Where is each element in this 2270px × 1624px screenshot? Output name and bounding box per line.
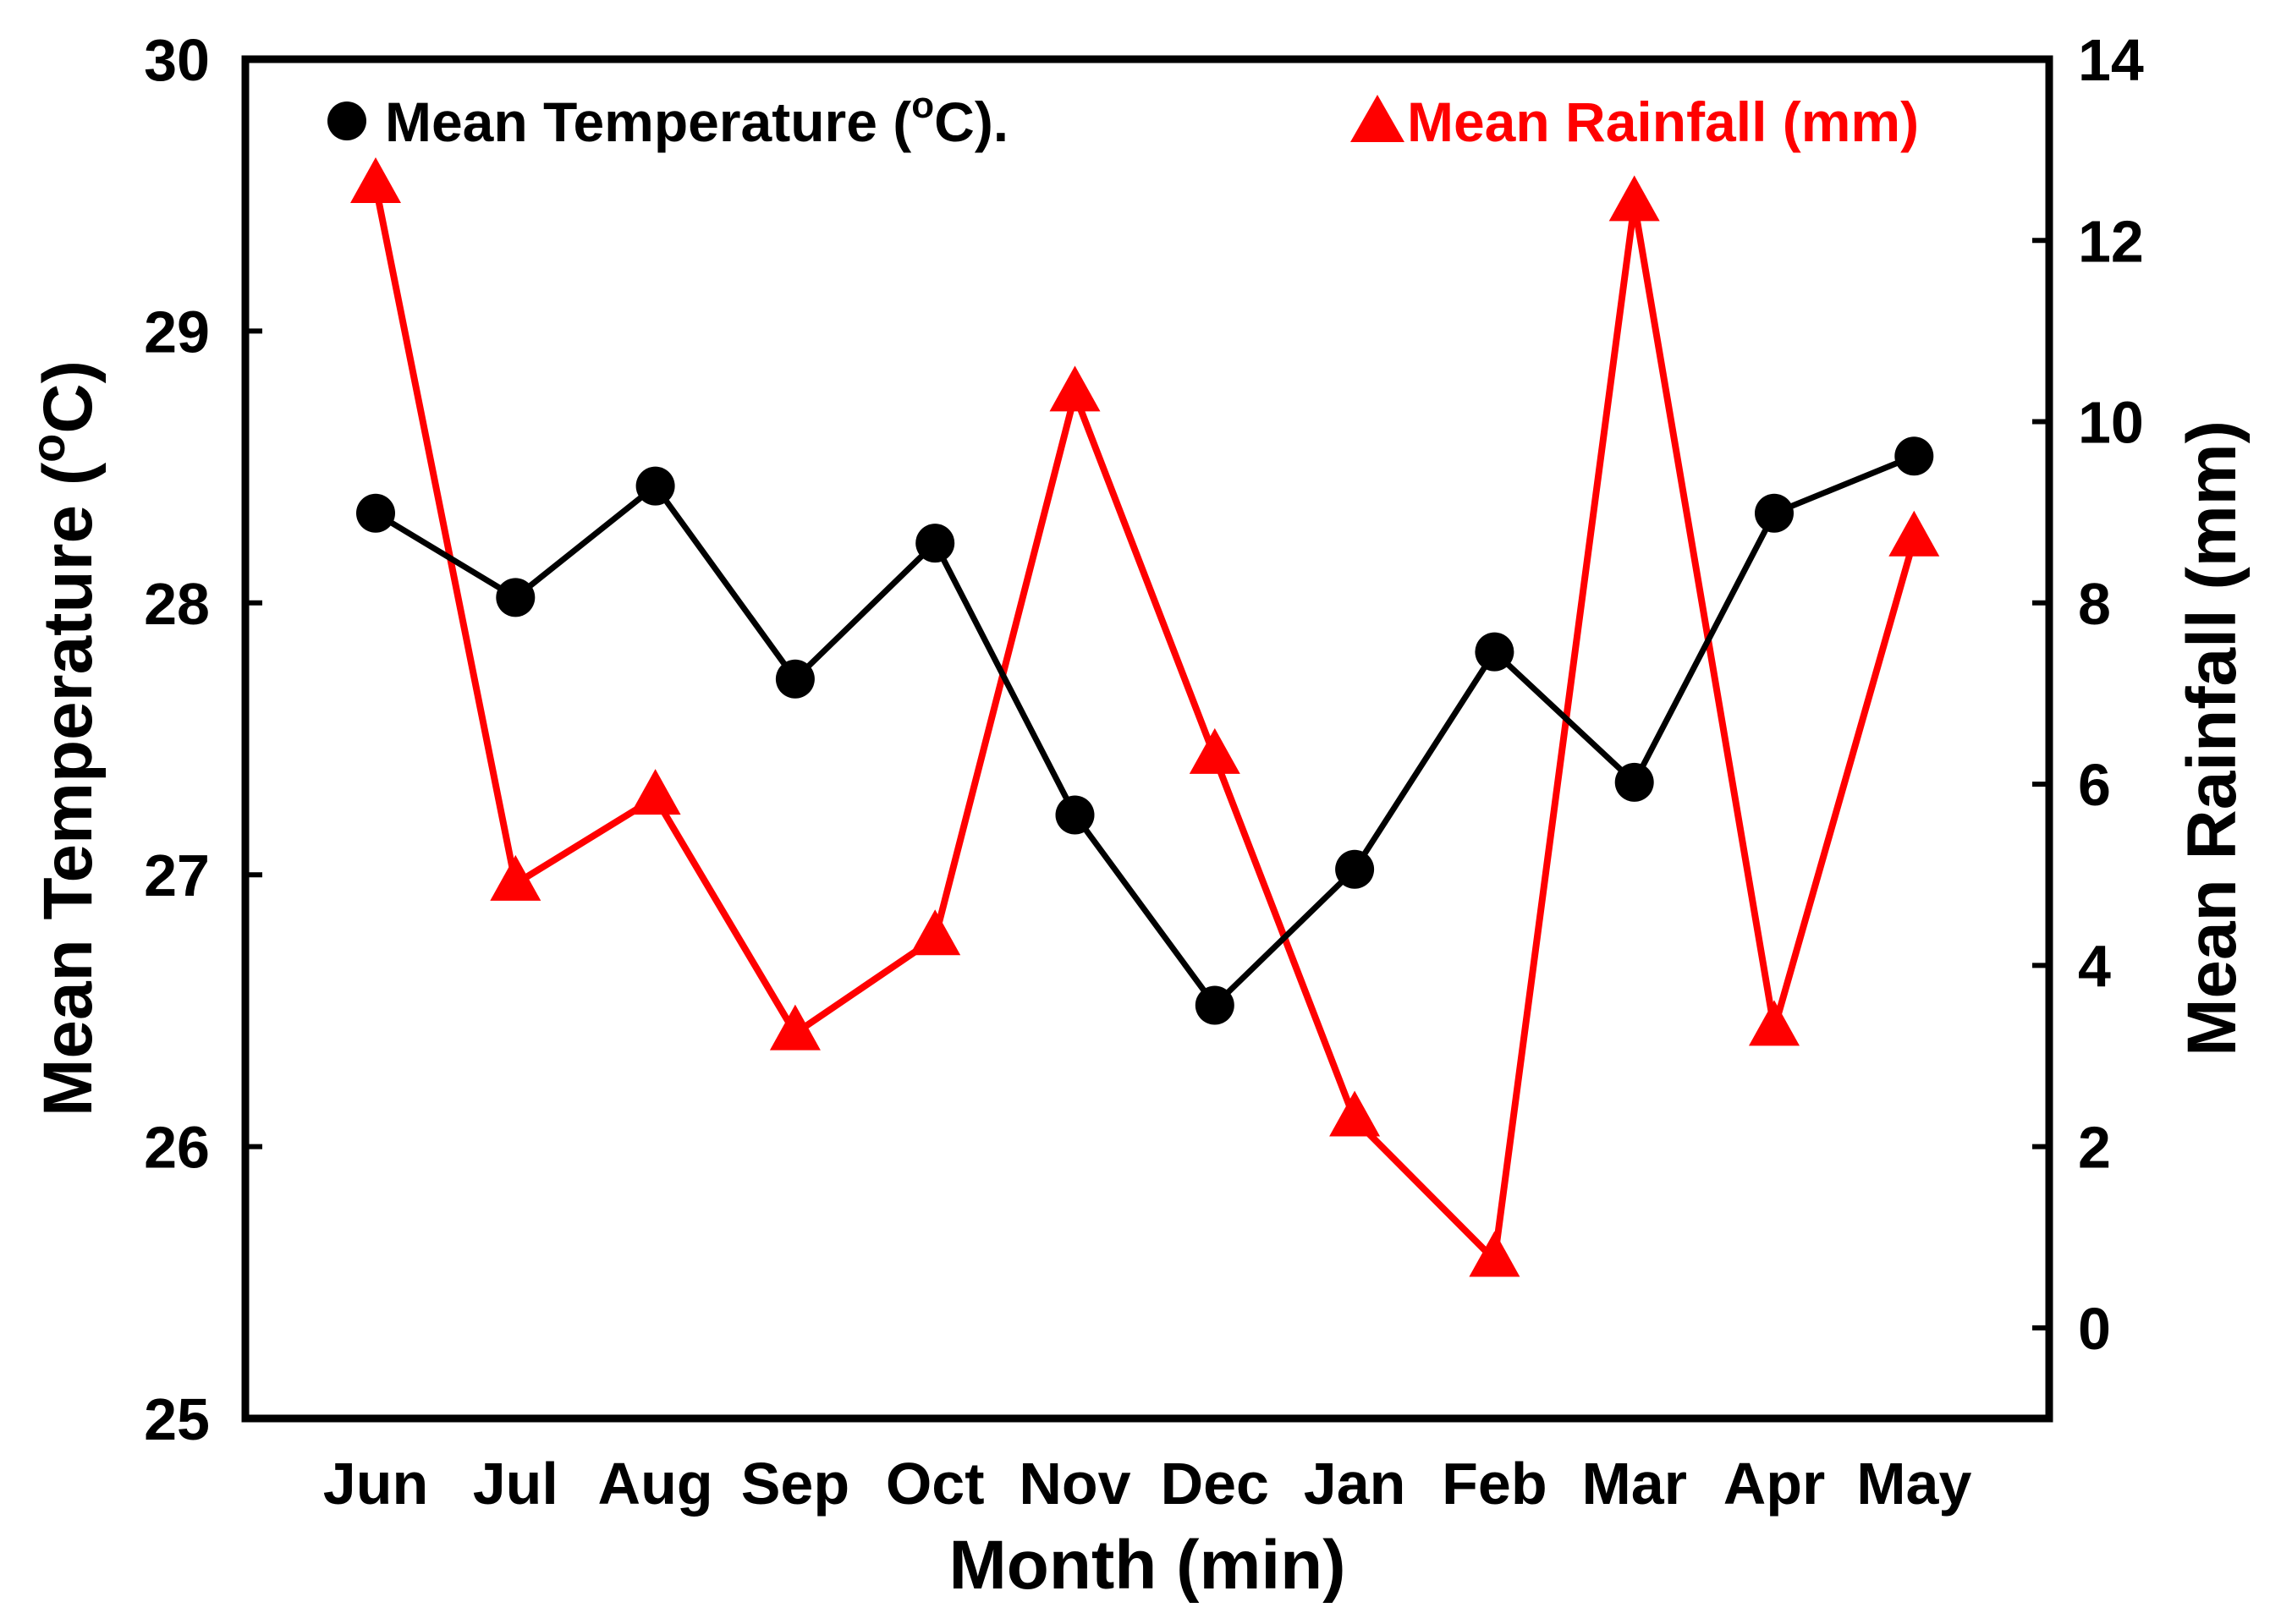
temperature-point bbox=[1335, 849, 1375, 889]
y-axis-title-left: Mean Temperature (oC) bbox=[21, 360, 107, 1116]
x-tick-label: Apr bbox=[1723, 1451, 1826, 1517]
y-left-tick-label: 29 bbox=[144, 299, 210, 365]
rainfall-point bbox=[1049, 365, 1101, 412]
y-right-tick-label: 8 bbox=[2078, 571, 2111, 637]
x-tick-label: Jul bbox=[473, 1451, 558, 1517]
rainfall-point bbox=[910, 909, 961, 956]
temperature-series bbox=[356, 436, 1934, 1025]
y-left-tick-label: 26 bbox=[144, 1115, 210, 1181]
y-left-tick-label: 28 bbox=[144, 571, 210, 637]
left-axis-ticks: 25 26 27 28 29 30 bbox=[144, 27, 262, 1452]
y-right-tick-label: 14 bbox=[2078, 27, 2144, 93]
x-tick-label: Feb bbox=[1442, 1451, 1547, 1517]
y-axis-title-right: Mean Rainfall (mm) bbox=[2174, 420, 2251, 1056]
temperature-point bbox=[775, 659, 815, 699]
rainfall-point bbox=[629, 769, 681, 815]
x-axis-title: Month (min) bbox=[948, 1527, 1345, 1604]
rainfall-point bbox=[350, 156, 401, 203]
rainfall-point bbox=[1469, 1231, 1520, 1277]
rainfall-series bbox=[350, 156, 1940, 1277]
x-tick-label: May bbox=[1856, 1451, 1971, 1517]
rainfall-point bbox=[1189, 727, 1240, 774]
x-tick-label: Mar bbox=[1581, 1451, 1686, 1517]
temperature-point bbox=[1894, 436, 1934, 476]
rainfall-point bbox=[769, 1004, 821, 1051]
rainfall-point bbox=[1749, 1000, 1800, 1046]
legend: Mean Temperature (oC). Mean Rainfall (mm… bbox=[327, 85, 1919, 153]
rainfall-point bbox=[1608, 175, 1660, 222]
rainfall-point bbox=[490, 854, 541, 901]
temperature-point bbox=[356, 493, 395, 533]
y-right-tick-label: 10 bbox=[2078, 390, 2144, 456]
x-tick-label: Aug bbox=[598, 1451, 713, 1517]
y-right-tick-label: 4 bbox=[2078, 933, 2111, 999]
right-axis-ticks: 0 2 4 6 8 10 12 14 bbox=[2032, 27, 2144, 1362]
temperature-point bbox=[1475, 632, 1514, 672]
legend-temperature-label: Mean Temperature (oC). bbox=[385, 85, 1009, 153]
rainfall-point bbox=[1888, 510, 1940, 557]
y-right-tick-label: 0 bbox=[2078, 1296, 2111, 1362]
x-tick-label: Dec bbox=[1161, 1451, 1269, 1517]
y-left-tick-label: 25 bbox=[144, 1386, 210, 1452]
temperature-point bbox=[1195, 985, 1234, 1025]
temperature-point bbox=[1755, 493, 1794, 533]
legend-rainfall-label: Mean Rainfall (mm) bbox=[1407, 91, 1919, 153]
legend-temperature-marker bbox=[327, 102, 366, 140]
y-right-tick-label: 6 bbox=[2078, 752, 2111, 818]
x-tick-label: Sep bbox=[741, 1451, 849, 1517]
x-tick-label: Jan bbox=[1304, 1451, 1406, 1517]
x-tick-label: Nov bbox=[1019, 1451, 1130, 1517]
x-tick-label: Oct bbox=[886, 1451, 985, 1517]
temperature-point bbox=[635, 466, 675, 506]
y-right-tick-label: 12 bbox=[2078, 208, 2144, 274]
rainfall-line bbox=[372, 185, 1918, 1268]
x-axis-ticks: Jun Jul Aug Sep Oct Nov Dec Jan Feb Mar Apr May bbox=[323, 1451, 1972, 1517]
temperature-point bbox=[915, 524, 955, 563]
rainfall-point bbox=[1329, 1090, 1381, 1137]
temperature-point bbox=[496, 578, 536, 617]
temperature-point bbox=[1614, 762, 1654, 802]
x-tick-label: Jun bbox=[323, 1451, 428, 1517]
y-left-tick-label: 30 bbox=[144, 27, 210, 93]
temperature-point bbox=[1055, 795, 1095, 835]
temperature-line bbox=[374, 453, 1915, 1010]
y-right-tick-label: 2 bbox=[2078, 1115, 2111, 1181]
y-left-tick-label: 27 bbox=[144, 842, 210, 908]
plot-area-frame bbox=[241, 55, 2053, 1423]
legend-rainfall-marker bbox=[1350, 95, 1404, 142]
